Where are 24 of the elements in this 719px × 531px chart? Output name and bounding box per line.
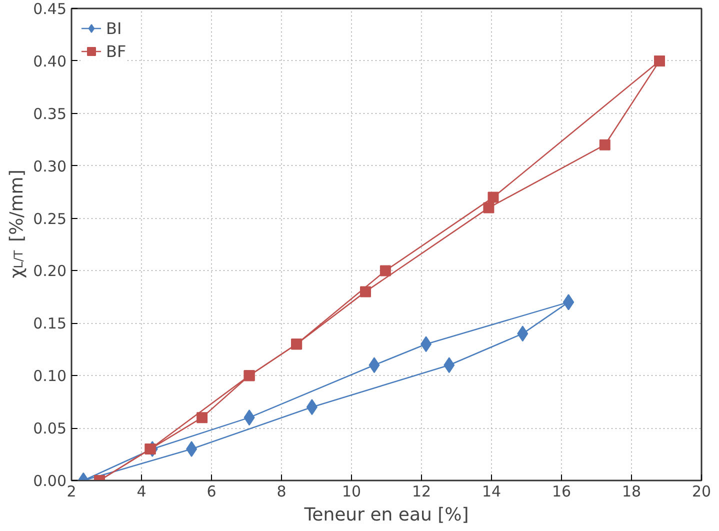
- y-tick-label: 0.00: [33, 472, 67, 490]
- y-tick-label: 0.10: [33, 367, 67, 386]
- y-tick-label: 0.25: [33, 210, 67, 228]
- y-tick-label: 0.45: [33, 0, 67, 18]
- x-tick-label: 14: [482, 482, 502, 500]
- legend-label: BI: [106, 18, 123, 38]
- x-tick-label: 10: [342, 482, 362, 500]
- x-tick-label: 18: [622, 482, 642, 500]
- y-tick-label: 0.35: [33, 104, 67, 123]
- y-tick-label: 0.15: [33, 314, 67, 333]
- x-tick-label: 8: [276, 482, 286, 500]
- x-tick-label: 4: [136, 482, 146, 500]
- y-tick-label: 0.40: [33, 52, 67, 70]
- x-axis-title: Teneur en eau [%]: [303, 504, 469, 526]
- y-tick-label: 0.30: [33, 157, 67, 176]
- legend-label: BF: [106, 42, 126, 60]
- y-tick-label: 0.20: [33, 262, 67, 280]
- y-axis-title: χL/T [%/mm]: [6, 170, 28, 278]
- y-tick-label: 0.05: [33, 420, 67, 438]
- x-tick-label: 12: [412, 482, 432, 500]
- x-tick-label: 20: [692, 482, 712, 500]
- x-tick-label: 16: [552, 482, 572, 500]
- x-tick-label: 6: [206, 482, 216, 500]
- x-tick-label: 2: [66, 482, 76, 500]
